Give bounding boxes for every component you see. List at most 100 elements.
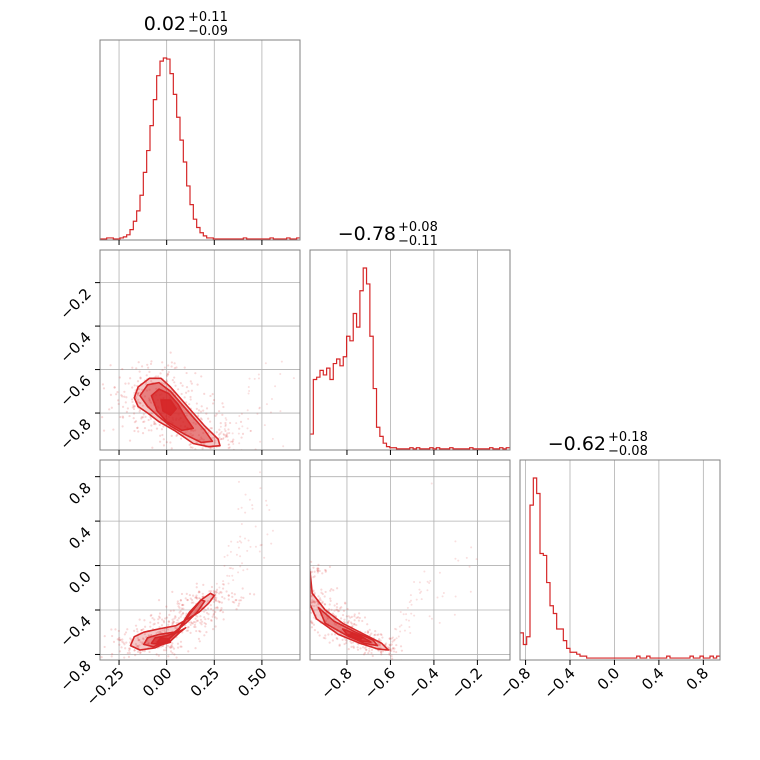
contour-level-3 <box>348 632 364 641</box>
scatter-point <box>244 511 247 514</box>
scatter-point <box>368 649 371 653</box>
scatter-point <box>362 646 365 649</box>
scatter-point <box>378 644 381 647</box>
scatter-point <box>142 413 145 416</box>
scatter-point <box>179 382 182 385</box>
scatter-point <box>419 591 422 594</box>
scatter-point <box>194 617 197 620</box>
scatter-point <box>180 645 183 648</box>
scatter-point <box>174 627 178 630</box>
scatter-point <box>390 637 393 640</box>
y-tick-label: −0.8 <box>56 415 94 453</box>
scatter-point <box>136 650 140 653</box>
scatter-point <box>392 646 395 650</box>
scatter-point <box>227 598 230 601</box>
contour-level-3 <box>156 636 172 646</box>
scatter-point <box>241 587 244 590</box>
scatter-point <box>388 648 391 651</box>
scatter-point <box>132 407 136 411</box>
scatter-point <box>364 631 367 634</box>
scatter-point <box>162 619 165 623</box>
scatter-point <box>141 416 145 419</box>
scatter-point <box>226 554 229 557</box>
x-tick-label: 0.25 <box>187 664 223 700</box>
scatter-point <box>116 638 119 641</box>
scatter-point <box>254 525 257 528</box>
scatter-point <box>183 396 186 399</box>
scatter-point <box>198 629 201 633</box>
scatter-point <box>293 570 295 572</box>
scatter-point <box>336 637 339 641</box>
scatter-point <box>350 622 354 625</box>
scatter-point <box>335 608 338 611</box>
scatter-point <box>321 592 324 596</box>
scatter-point <box>198 453 200 455</box>
scatter-point <box>133 429 136 433</box>
scatter-point <box>194 621 197 624</box>
scatter-point <box>169 450 171 452</box>
scatter-point <box>237 546 240 549</box>
scatter-point <box>121 367 124 371</box>
scatter-point <box>207 617 210 620</box>
scatter-point <box>390 649 393 652</box>
scatter-point <box>192 620 196 624</box>
scatter-point <box>184 624 187 627</box>
scatter-point <box>173 362 176 365</box>
x-tick-label: −0.8 <box>496 664 534 702</box>
scatter-point <box>320 588 323 591</box>
scatter-point <box>141 642 144 645</box>
scatter-point <box>218 433 221 436</box>
scatter-point <box>136 380 140 383</box>
scatter-point <box>121 638 124 641</box>
scatter-point <box>136 645 139 648</box>
scatter-point <box>349 621 353 624</box>
scatter-point <box>300 611 302 613</box>
scatter-point <box>157 618 160 621</box>
scatter-point <box>190 601 193 604</box>
scatter-point <box>227 594 230 597</box>
scatter-point <box>207 452 209 454</box>
scatter-point <box>211 628 215 631</box>
scatter-point <box>215 431 218 434</box>
scatter-point <box>318 597 322 600</box>
scatter-point <box>350 615 354 618</box>
scatter-point <box>395 637 398 640</box>
scatter-point <box>200 428 203 431</box>
scatter-point <box>187 390 190 393</box>
scatter-point <box>187 625 190 629</box>
scatter-point <box>394 638 397 641</box>
scatter-point <box>138 402 142 405</box>
scatter-point <box>221 583 224 586</box>
y-tick-label: −0.4 <box>56 612 94 650</box>
scatter-point <box>366 631 370 634</box>
scatter-point <box>133 649 136 652</box>
scatter-point <box>179 599 182 602</box>
scatter-point <box>135 644 138 648</box>
scatter-point <box>324 570 327 573</box>
scatter-point <box>175 366 178 369</box>
scatter-point <box>413 614 416 617</box>
scatter-point <box>298 588 300 590</box>
scatter-point <box>219 609 222 613</box>
scatter-point <box>306 570 308 572</box>
scatter-point <box>120 394 123 397</box>
scatter-point <box>363 651 367 654</box>
scatter-point <box>189 395 192 399</box>
scatter-point <box>258 550 261 553</box>
scatter-point <box>398 625 401 628</box>
scatter-point <box>212 613 215 617</box>
scatter-point <box>430 617 433 620</box>
scatter-point <box>172 452 174 454</box>
scatter-point <box>307 601 309 603</box>
scatter-point <box>132 417 135 420</box>
scatter-point <box>388 643 391 646</box>
scatter-point <box>129 377 132 380</box>
scatter-point <box>210 427 213 430</box>
scatter-point <box>215 413 218 416</box>
scatter-point <box>305 608 307 610</box>
scatter-point <box>171 621 174 625</box>
scatter-point <box>205 412 208 415</box>
histogram-title-median: −0.62 <box>548 433 606 455</box>
scatter-point <box>198 640 201 643</box>
scatter-point <box>307 609 309 611</box>
